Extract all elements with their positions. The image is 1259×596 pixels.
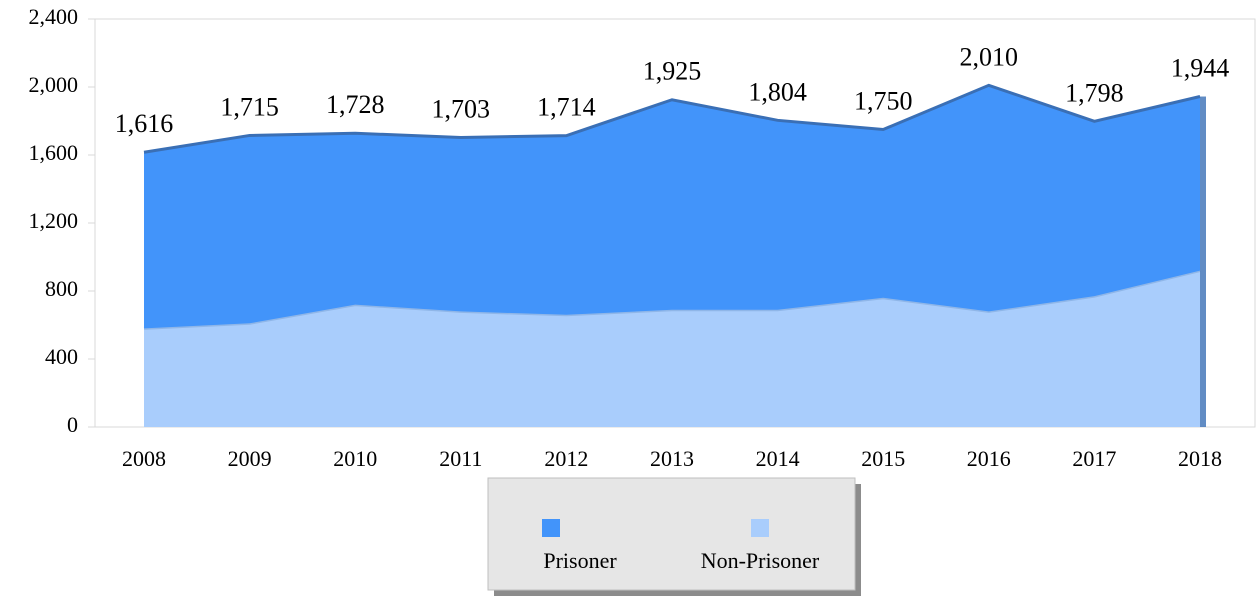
y-tick-label: 1,600 <box>29 140 79 165</box>
data-label: 1,616 <box>115 109 174 138</box>
data-label: 1,944 <box>1171 53 1230 82</box>
area <box>144 270 1200 427</box>
x-tick-label: 2011 <box>439 446 482 471</box>
data-label: 1,750 <box>854 86 913 115</box>
area <box>144 85 1200 329</box>
legend-swatch <box>751 519 769 537</box>
y-tick-label: 0 <box>67 412 78 437</box>
legend-label: Prisoner <box>543 548 617 573</box>
side-edge <box>1200 96 1206 428</box>
y-tick-label: 800 <box>45 276 78 301</box>
x-tick-label: 2009 <box>228 446 272 471</box>
data-label: 1,925 <box>643 57 702 86</box>
data-label: 1,804 <box>748 77 807 106</box>
data-label: 1,714 <box>537 93 596 122</box>
data-label: 1,703 <box>432 94 491 123</box>
x-tick-label: 2015 <box>861 446 905 471</box>
x-tick-label: 2013 <box>650 446 694 471</box>
x-tick-label: 2014 <box>756 446 800 471</box>
y-tick-label: 1,200 <box>29 208 79 233</box>
x-tick-label: 2018 <box>1178 446 1222 471</box>
x-tick-label: 2010 <box>333 446 377 471</box>
area-edge <box>143 83 1201 154</box>
x-tick-label: 2008 <box>122 446 166 471</box>
data-label: 1,728 <box>326 90 385 119</box>
data-label: 1,798 <box>1065 78 1124 107</box>
y-tick-label: 2,400 <box>29 4 79 29</box>
x-tick-label: 2012 <box>544 446 588 471</box>
x-tick-label: 2017 <box>1072 446 1116 471</box>
data-label: 2,010 <box>960 42 1019 71</box>
legend-swatch <box>542 519 560 537</box>
x-tick-label: 2016 <box>967 446 1011 471</box>
y-tick-label: 2,000 <box>29 72 79 97</box>
data-label: 1,715 <box>220 92 279 121</box>
legend-label: Non-Prisoner <box>701 548 820 573</box>
y-tick-label: 400 <box>45 344 78 369</box>
